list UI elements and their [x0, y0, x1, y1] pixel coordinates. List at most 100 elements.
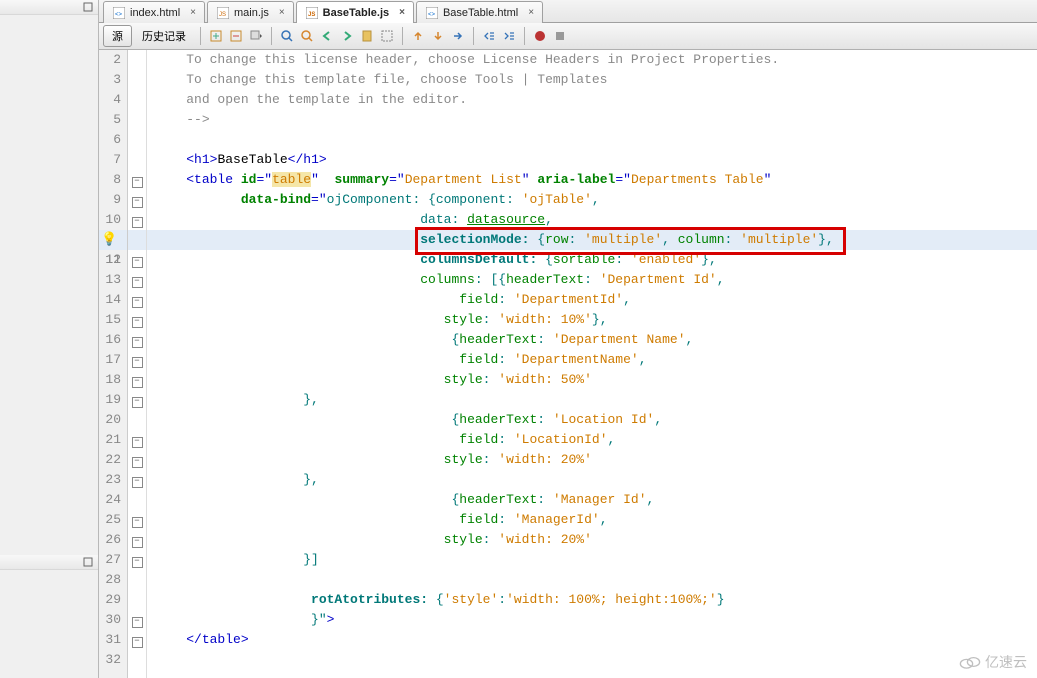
- shift-down-icon[interactable]: [429, 27, 447, 45]
- fold-toggle[interactable]: [128, 650, 146, 670]
- toolbar-icon-1[interactable]: [207, 27, 225, 45]
- fold-toggle[interactable]: −: [128, 170, 146, 190]
- line-number: 6: [99, 130, 127, 150]
- fold-toggle[interactable]: −: [128, 510, 146, 530]
- find-prev-icon[interactable]: [278, 27, 296, 45]
- tab-label: index.html: [130, 7, 180, 19]
- fold-toggle[interactable]: −: [128, 530, 146, 550]
- fold-toggle[interactable]: −: [128, 190, 146, 210]
- record-macro-icon[interactable]: [531, 27, 549, 45]
- editor-tab[interactable]: <> index.html ×: [103, 1, 205, 23]
- stop-macro-icon[interactable]: [551, 27, 569, 45]
- editor-tab[interactable]: JS BaseTable.js ×: [296, 1, 414, 23]
- fold-toggle[interactable]: −: [128, 630, 146, 650]
- fold-toggle[interactable]: [128, 110, 146, 130]
- svg-text:JS: JS: [219, 12, 226, 18]
- fold-toggle[interactable]: −: [128, 270, 146, 290]
- line-number: 16: [99, 330, 127, 350]
- svg-text:<>: <>: [428, 12, 436, 18]
- fold-toggle[interactable]: −: [128, 350, 146, 370]
- line-number: 30: [99, 610, 127, 630]
- line-number: 8: [99, 170, 127, 190]
- code-editor[interactable]: 2345678910💡11121314151617181920212223242…: [99, 50, 1037, 678]
- line-number: 7: [99, 150, 127, 170]
- line-number: 32: [99, 650, 127, 670]
- line-number: 31: [99, 630, 127, 650]
- line-number: 15: [99, 310, 127, 330]
- html-file-icon: <>: [425, 6, 439, 20]
- fold-toggle[interactable]: [128, 90, 146, 110]
- fold-toggle[interactable]: −: [128, 330, 146, 350]
- fold-toggle[interactable]: [128, 130, 146, 150]
- line-number: 27: [99, 550, 127, 570]
- fold-toggle[interactable]: −: [128, 390, 146, 410]
- fold-toggle[interactable]: −: [128, 210, 146, 230]
- fold-toggle[interactable]: −: [128, 370, 146, 390]
- source-button[interactable]: 源: [103, 25, 132, 47]
- fold-toggle[interactable]: −: [128, 310, 146, 330]
- history-button[interactable]: 历史记录: [134, 26, 194, 46]
- js-file-icon: JS: [305, 6, 319, 20]
- watermark: 亿速云: [959, 652, 1027, 672]
- line-number: 2: [99, 50, 127, 70]
- line-number: 20: [99, 410, 127, 430]
- fold-toggle[interactable]: [128, 150, 146, 170]
- fold-toggle[interactable]: −: [128, 610, 146, 630]
- editor-tab[interactable]: JS main.js ×: [207, 1, 294, 23]
- shift-up-icon[interactable]: [409, 27, 427, 45]
- fold-toggle[interactable]: −: [128, 550, 146, 570]
- fold-toggle[interactable]: [128, 570, 146, 590]
- bookmark-icon[interactable]: [358, 27, 376, 45]
- fold-toggle[interactable]: [128, 410, 146, 430]
- toolbar-icon-2[interactable]: [227, 27, 245, 45]
- line-number: 23: [99, 470, 127, 490]
- line-number: 21: [99, 430, 127, 450]
- tab-label: main.js: [234, 7, 269, 19]
- tab-label: BaseTable.js: [323, 7, 389, 19]
- line-number: 4: [99, 90, 127, 110]
- panel-collapse-icon[interactable]: [82, 556, 94, 568]
- toolbar-dropdown-icon[interactable]: [247, 27, 265, 45]
- fold-toggle[interactable]: −: [128, 290, 146, 310]
- fold-toggle[interactable]: −: [128, 470, 146, 490]
- line-number: 13: [99, 270, 127, 290]
- outdent-icon[interactable]: [480, 27, 498, 45]
- find-next-icon[interactable]: [298, 27, 316, 45]
- editor-tab[interactable]: <>BaseTable.html×: [416, 1, 543, 23]
- fold-toggle[interactable]: [128, 230, 146, 250]
- shift-right-icon[interactable]: [449, 27, 467, 45]
- nav-back-icon[interactable]: [318, 27, 336, 45]
- line-number: 24: [99, 490, 127, 510]
- fold-toggle[interactable]: [128, 490, 146, 510]
- panel-collapse-icon[interactable]: [82, 1, 94, 13]
- fold-toggle[interactable]: −: [128, 430, 146, 450]
- fold-toggle[interactable]: [128, 590, 146, 610]
- editor-tab-bar: <>index.html×JSmain.js×JSBaseTable.js×<>…: [99, 0, 1037, 23]
- fold-toggle[interactable]: [128, 50, 146, 70]
- fold-gutter[interactable]: −−−−−−−−−−−−−−−−−−−: [128, 50, 147, 678]
- indent-icon[interactable]: [500, 27, 518, 45]
- fold-toggle[interactable]: −: [128, 250, 146, 270]
- close-tab-icon[interactable]: ×: [528, 7, 534, 18]
- svg-text:<>: <>: [115, 12, 123, 18]
- js-file-icon: JS: [216, 6, 230, 20]
- close-tab-icon[interactable]: ×: [399, 7, 405, 18]
- line-number: 26: [99, 530, 127, 550]
- close-tab-icon[interactable]: ×: [190, 7, 196, 18]
- line-number: 18: [99, 370, 127, 390]
- nav-forward-icon[interactable]: [338, 27, 356, 45]
- close-tab-icon[interactable]: ×: [279, 7, 285, 18]
- html-file-icon: <>: [112, 6, 126, 20]
- line-number: 3: [99, 70, 127, 90]
- line-number: 14: [99, 290, 127, 310]
- select-icon[interactable]: [378, 27, 396, 45]
- fold-toggle[interactable]: [128, 70, 146, 90]
- line-number: 9: [99, 190, 127, 210]
- line-number: 17: [99, 350, 127, 370]
- line-number: 💡11: [99, 230, 127, 250]
- line-number: 29: [99, 590, 127, 610]
- code-area[interactable]: To change this license header, choose Li…: [147, 50, 1037, 678]
- fold-toggle[interactable]: −: [128, 450, 146, 470]
- side-panel: [0, 0, 99, 678]
- line-number: 22: [99, 450, 127, 470]
